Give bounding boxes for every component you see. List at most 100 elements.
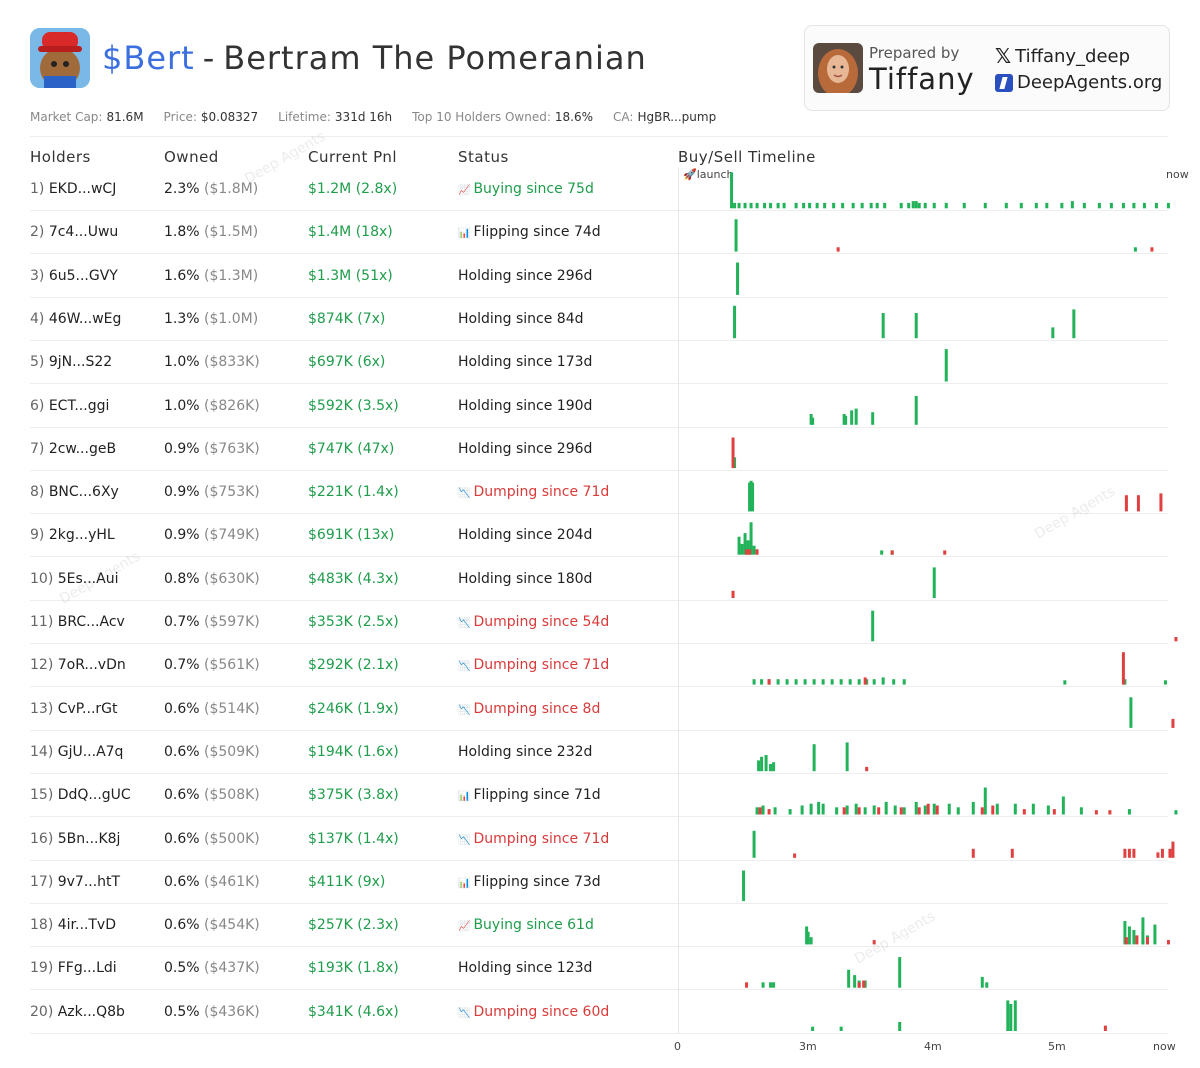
holder-address[interactable]: 11) BRC...Acv [30, 614, 125, 630]
current-pnl: $193K (1.8x) [308, 960, 399, 977]
table-row[interactable]: 7) 2cw...geB 0.9% ($763K) $747K (47x) Holdi… [30, 428, 1168, 471]
x-handle-link[interactable]: 𝕏 Tiffany_deep [995, 44, 1130, 68]
table-row[interactable]: 4) 46W...wEg 1.3% ($1.0M) $874K (7x) Holdin… [30, 298, 1168, 341]
buy-bar [776, 202, 780, 209]
holder-status: Holding since 190d [458, 398, 592, 414]
table-row[interactable]: 17) 9v7...htT 0.6% ($461K) $411K (9x) 📊 Flip… [30, 861, 1168, 904]
buy-bar [932, 567, 936, 598]
table-row[interactable]: 18) 4ir...TvD 0.6% ($454K) $257K (2.3x) 📈 Bu… [30, 904, 1168, 948]
table-row[interactable]: 9) 2kg...yHL 0.9% ($749K) $691K (13x) Holdi… [30, 514, 1168, 558]
buy-bar [823, 202, 827, 209]
holder-address-text: GjU...A7q [57, 743, 124, 760]
x-logo-icon: 𝕏 [995, 44, 1012, 68]
sell-bar [1150, 247, 1154, 252]
holder-address[interactable]: 2) 7c4...Uwu [30, 224, 118, 240]
holder-status: Holding since 204d [458, 527, 592, 543]
table-row[interactable]: 5) 9jN...S22 1.0% ($833K) $697K (6x) Holdin… [30, 341, 1168, 385]
sell-bar [1094, 810, 1098, 815]
table-row[interactable]: 3) 6u5...GVY 1.6% ($1.3M) $1.3M (51x) Holdi… [30, 255, 1168, 298]
holder-address[interactable]: 3) 6u5...GVY [30, 268, 118, 284]
holder-address[interactable]: 6) ECT...ggi [30, 398, 109, 414]
table-row[interactable]: 20) Azk...Q8b 0.5% ($436K) $341K (4.6x) 📉 Du… [30, 991, 1168, 1034]
table-row[interactable]: 13) CvP...rGt 0.6% ($514K) $246K (1.9x) 📉 Du… [30, 688, 1168, 731]
owned-usd: ($749K) [204, 527, 260, 544]
buy-bar [815, 202, 819, 209]
table-row[interactable]: 6) ECT...ggi 1.0% ($826K) $592K (3.5x) Hold… [30, 385, 1168, 428]
holder-address[interactable]: 19) FFg...Ldi [30, 960, 117, 976]
sell-bar [863, 677, 867, 685]
sell-bar [991, 805, 995, 815]
current-pnl: $246K (1.9x) [308, 700, 399, 717]
buy-bar [947, 803, 951, 815]
sell-bar [748, 549, 752, 555]
buy-bar [752, 679, 756, 685]
table-row[interactable]: 8) BNC...6Xy 0.9% ($753K) $221K (1.4x) 📉 Dum… [30, 471, 1168, 515]
sell-bar [767, 809, 771, 815]
holder-address[interactable]: 4) 46W...wEg [30, 311, 121, 327]
current-pnl: $592K (3.5x) [308, 397, 399, 414]
table-row[interactable]: 15) DdQ...gUC 0.6% ($508K) $375K (3.8x) 📊 Fl… [30, 774, 1168, 818]
timeline-row [731, 437, 737, 469]
holder-address[interactable]: 14) GjU...A7q [30, 744, 123, 760]
trend-down-icon: 📉 [458, 488, 471, 500]
buy-bar [983, 202, 987, 209]
sell-bar [1124, 495, 1128, 512]
trend-down-icon: 📉 [458, 704, 471, 716]
owned-cell: 0.9% ($749K) [164, 527, 260, 543]
holder-status: 📊 Flipping since 74d [458, 224, 601, 240]
owned-cell: 0.7% ($561K) [164, 657, 260, 673]
holder-address[interactable]: 15) DdQ...gUC [30, 787, 131, 803]
buy-bar [1082, 202, 1086, 209]
holder-status: Holding since 84d [458, 311, 584, 327]
sell-bar [793, 853, 797, 858]
buy-bar [808, 202, 812, 209]
holder-address-text: 5Bn...K8j [57, 830, 121, 847]
owned-cell: 0.8% ($630K) [164, 571, 260, 587]
table-row[interactable]: 12) 7oR...vDn 0.7% ($561K) $292K (2.1x) 📉 Du… [30, 644, 1168, 688]
status-text: Holding since 296d [458, 440, 593, 457]
holder-address[interactable]: 12) 7oR...vDn [30, 657, 126, 673]
site-link[interactable]: DeepAgents.org [995, 72, 1162, 93]
table-row[interactable]: 16) 5Bn...K8j 0.6% ($500K) $137K (1.4x) 📉 Du… [30, 818, 1168, 861]
buy-bar [1013, 803, 1017, 815]
holder-address[interactable]: 10) 5Es...Aui [30, 571, 118, 587]
buy-bar [737, 536, 741, 555]
buy-bar [763, 202, 767, 209]
sell-bar [971, 848, 975, 858]
holder-address[interactable]: 17) 9v7...htT [30, 874, 120, 890]
holder-address[interactable]: 18) 4ir...TvD [30, 917, 116, 933]
buy-bar [850, 410, 854, 425]
buy-bar [1004, 202, 1008, 209]
holder-address[interactable]: 20) Azk...Q8b [30, 1004, 125, 1020]
buy-bar [1123, 921, 1127, 945]
buy-bar [772, 762, 776, 772]
holder-address[interactable]: 13) CvP...rGt [30, 701, 118, 717]
timeline-row [809, 396, 918, 425]
table-row[interactable]: 2) 7c4...Uwu 1.8% ($1.5M) $1.4M (18x) 📊 Flip… [30, 211, 1168, 255]
holder-address[interactable]: 5) 9jN...S22 [30, 354, 112, 370]
buy-bar [899, 202, 903, 209]
table-row[interactable]: 19) FFg...Ldi 0.5% ($437K) $193K (1.8x) Hol… [30, 947, 1168, 991]
owned-cell: 0.5% ($437K) [164, 960, 260, 976]
holder-address[interactable]: 7) 2cw...geB [30, 441, 116, 457]
holder-address[interactable]: 8) BNC...6Xy [30, 484, 119, 500]
table-row[interactable]: 10) 5Es...Aui 0.8% ($630K) $483K (4.3x) Hol… [30, 558, 1168, 601]
bar-chart-icon: 📊 [458, 877, 471, 889]
current-pnl: $697K (6x) [308, 354, 386, 371]
col-header-status: Status [458, 148, 509, 166]
table-row[interactable]: 1) EKD...wCJ 2.3% ($1.8M) $1.2M (2.8x) 📈 Buy… [30, 168, 1168, 211]
table-row[interactable]: 14) GjU...A7q 0.6% ($509K) $194K (1.6x) Hol… [30, 731, 1168, 774]
sell-bar [1166, 940, 1170, 945]
timeline-row [734, 219, 1154, 252]
table-row[interactable]: 11) BRC...Acv 0.7% ($597K) $353K (2.5x) 📉 Du… [30, 601, 1168, 644]
current-pnl: $257K (2.3x) [308, 917, 399, 934]
buy-bar [1051, 327, 1055, 339]
holder-address[interactable]: 1) EKD...wCJ [30, 181, 116, 197]
x-tick-label: 3m [799, 1040, 817, 1053]
holder-address[interactable]: 16) 5Bn...K8j [30, 831, 120, 847]
buy-bar [902, 807, 906, 815]
owned-cell: 0.6% ($514K) [164, 701, 260, 717]
holder-address[interactable]: 9) 2kg...yHL [30, 527, 115, 543]
owned-usd: ($597K) [204, 614, 260, 630]
holder-address-text: ECT...ggi [48, 397, 110, 414]
